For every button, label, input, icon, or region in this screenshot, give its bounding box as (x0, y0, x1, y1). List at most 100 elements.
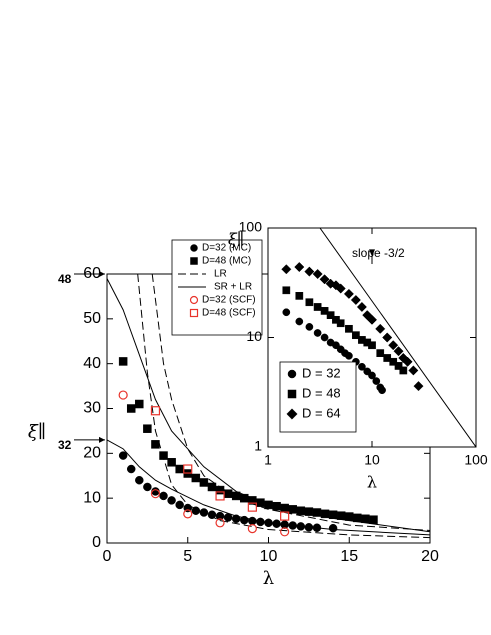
data-point (167, 496, 176, 505)
data-point (393, 346, 404, 357)
data-point (366, 314, 378, 325)
curve (107, 439, 430, 536)
data-point (150, 489, 161, 499)
data-point (280, 527, 290, 537)
data-point (382, 332, 393, 343)
data-point (312, 268, 323, 280)
legend-marker (287, 389, 297, 399)
data-point (369, 515, 378, 524)
data-point (358, 362, 366, 371)
data-point (399, 366, 408, 375)
legend-label: D=32 (MC) (202, 243, 251, 254)
data-point (118, 451, 128, 460)
annotation: 32 (58, 438, 72, 452)
x-axis-label: λ (367, 473, 377, 492)
data-point (336, 319, 345, 328)
legend-label: D = 32 (302, 365, 341, 380)
curve (319, 228, 476, 447)
data-point (175, 500, 184, 510)
data-point (247, 502, 257, 512)
x-tick-label: 15 (340, 548, 358, 565)
arrow-head (99, 436, 105, 443)
data-point (320, 333, 329, 342)
data-point (388, 340, 399, 351)
data-point (326, 311, 335, 319)
legend-label: D=32 (SCF) (202, 295, 256, 306)
data-point (207, 482, 217, 492)
data-point (280, 511, 290, 521)
data-point (215, 518, 225, 528)
data-point (126, 404, 136, 413)
x-tick-label: 10 (260, 548, 278, 565)
annotation: 48 (58, 272, 72, 286)
data-point (320, 307, 329, 315)
legend-marker (190, 244, 198, 252)
legend-label: D=48 (MC) (202, 256, 251, 267)
arrow-head (369, 249, 375, 257)
data-point (361, 514, 370, 524)
legend-label: D = 64 (302, 405, 341, 420)
data-point (304, 507, 314, 516)
data-layer (281, 228, 476, 447)
data-point (223, 489, 233, 498)
data-point (345, 512, 354, 521)
arrow-head (99, 271, 105, 277)
x-axis-label: λ (263, 568, 274, 589)
data-point (207, 510, 217, 520)
legend-marker (190, 257, 198, 265)
data-point (353, 513, 362, 523)
data-point (368, 341, 376, 350)
data-point (394, 362, 403, 370)
x-tick-label: 100 (464, 452, 488, 468)
y-tick-label: 100 (239, 219, 263, 235)
data-point (345, 351, 353, 360)
legend-label: SR + LR (214, 282, 252, 293)
x-tick-label: 20 (421, 548, 439, 565)
data-point (408, 365, 419, 376)
data-point (135, 399, 144, 409)
data-point (343, 288, 354, 299)
data-point (389, 357, 398, 366)
data-point (368, 371, 376, 380)
y-tick-label: 40 (83, 355, 101, 372)
data-point (150, 406, 161, 416)
y-axis-label: ξ∥ (228, 230, 244, 249)
curve (107, 278, 430, 533)
y-tick-label: 20 (83, 445, 101, 462)
data-point (335, 283, 346, 294)
data-point (378, 386, 386, 395)
data-point (313, 329, 322, 337)
legend-marker (287, 369, 297, 379)
data-point (352, 331, 360, 340)
data-point (305, 298, 314, 307)
curve (151, 274, 430, 531)
legend-marker (189, 295, 199, 305)
data-point (328, 523, 338, 533)
data-point (247, 524, 257, 534)
y-tick-label: 10 (83, 489, 101, 506)
x-tick-label: 5 (183, 548, 192, 565)
data-point (350, 294, 361, 306)
data-point (282, 286, 291, 295)
data-point (313, 303, 322, 311)
curve (137, 274, 430, 539)
data-point (175, 464, 184, 474)
data-point (135, 475, 144, 485)
data-point (304, 266, 315, 277)
data-point (118, 390, 128, 400)
x-tick-label: 10 (364, 452, 380, 468)
legend-marker (189, 308, 199, 318)
x-tick-label: 1 (264, 452, 272, 468)
data-point (118, 357, 128, 366)
data-point (345, 324, 353, 333)
data-point (413, 381, 424, 392)
data-point (159, 451, 168, 460)
legend: D=32 (MC) D=48 (MC) LR SR + LR D=32 (SCF) D=4… (171, 239, 263, 336)
data-point (215, 511, 225, 521)
data-point (126, 464, 136, 474)
y-tick-label: 0 (92, 534, 101, 551)
data-point (143, 424, 152, 433)
data-point (183, 464, 193, 474)
x-tick-label: 0 (103, 548, 112, 565)
